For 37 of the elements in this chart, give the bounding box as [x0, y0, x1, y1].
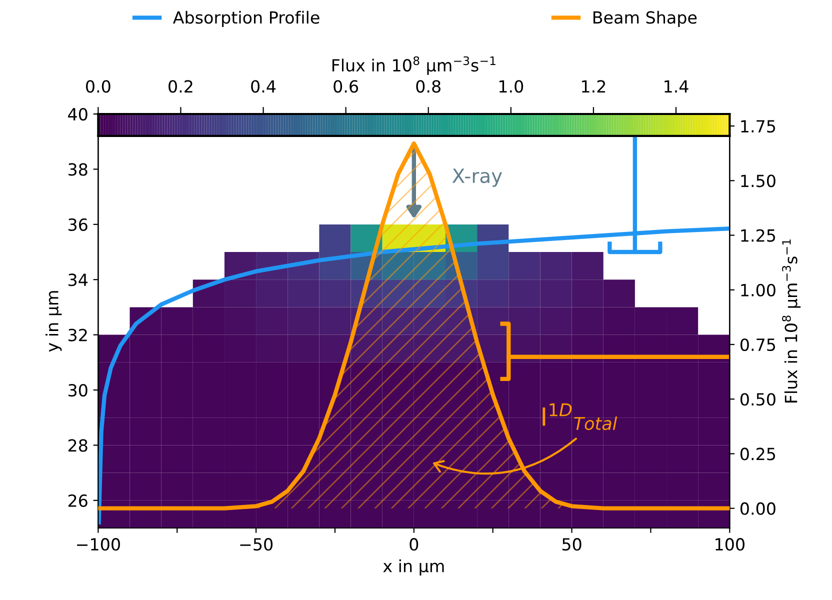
- annotation: I$^{1D}$$_{Total}$: [542, 403, 618, 430]
- y2-tick-label: 0.25: [740, 448, 776, 460]
- y-tick-label: 26: [68, 494, 88, 507]
- y-tick-label: 28: [68, 439, 88, 452]
- y-tick-label: 36: [68, 218, 88, 231]
- color-bar-title: Flux in 10$^{8}$ µm$^{−3}$s$^{−1}$: [332, 56, 496, 75]
- annotation: X-ray: [452, 168, 502, 187]
- y2-tick-label: 1.75: [741, 120, 776, 133]
- y2-tick-label: 0.75: [740, 338, 776, 352]
- color-bar-label: 1.4: [664, 80, 688, 92]
- color-bar-label: 0.2: [168, 80, 192, 93]
- x-tick-label: −50: [240, 538, 273, 551]
- legend-label: Absorption Profile: [172, 10, 320, 27]
- color-bar-label: 1.2: [582, 80, 606, 92]
- y-tick-label: 32: [68, 328, 87, 342]
- y2-axis-title: Flux in 10$^{8}$ µm$^{−3}$s$^{−1}$: [782, 239, 801, 402]
- y2-tick-label: 0.50: [740, 393, 776, 406]
- y2-tick-label: 0.00: [740, 502, 776, 515]
- x-tick-label: −100: [77, 538, 120, 551]
- y-tick-label: 34: [68, 274, 88, 286]
- x-tick-label: 100: [716, 538, 744, 551]
- y2-tick-label: 1.00: [741, 284, 776, 296]
- color-bar-label: 0.6: [334, 80, 358, 93]
- y2-tick-label: 1.25: [741, 229, 776, 242]
- color-bar-label: 0.4: [251, 80, 276, 93]
- legend-label: Beam Shape: [593, 10, 697, 27]
- color-bar-label: 0.0: [86, 80, 110, 93]
- y-tick-label: 40: [68, 108, 88, 121]
- x-tick-label: 50: [562, 538, 582, 551]
- color-bar-label: 0.8: [416, 80, 440, 93]
- y-axis-title: y in µm: [46, 291, 62, 352]
- y-tick-label: 38: [68, 163, 88, 176]
- color-bar-label: 1.0: [499, 80, 524, 93]
- y2-tick-label: 1.50: [741, 174, 776, 188]
- x-axis-title: x in µm: [383, 559, 444, 576]
- x-tick-label: 0: [410, 538, 418, 551]
- y-tick-label: 30: [68, 384, 88, 397]
